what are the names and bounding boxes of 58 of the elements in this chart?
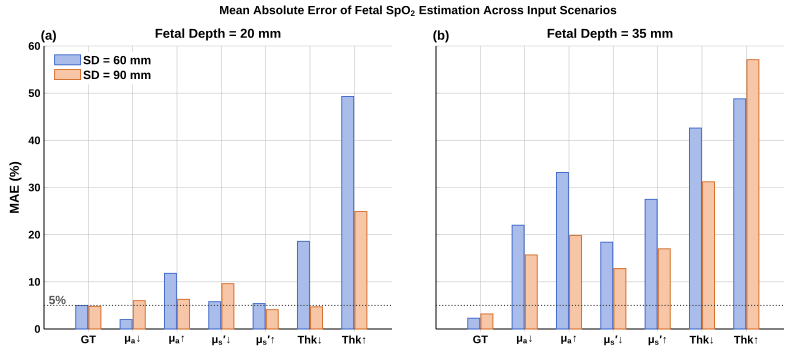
chart-subtitle: Fetal Depth = 35 mm — [548, 28, 672, 40]
chart-subtitle: Fetal Depth = 20 mm — [156, 28, 280, 40]
x-tick-label: Thk↓ — [298, 336, 322, 344]
bar — [266, 309, 279, 330]
bar — [688, 128, 702, 330]
y-tick-label: 10 — [28, 278, 40, 286]
bar — [600, 242, 614, 330]
legend-label: SD = 60 mm — [83, 56, 150, 64]
bar — [733, 98, 746, 330]
bar — [644, 198, 658, 330]
bar — [569, 235, 582, 330]
bar — [354, 211, 368, 330]
y-tick-label: 60 — [28, 42, 40, 50]
bar — [480, 313, 494, 330]
bar — [164, 272, 177, 330]
x-tick-label: μ$_{a}$↑ — [169, 336, 184, 344]
bar — [746, 59, 760, 330]
y-tick-label: 0 — [34, 325, 40, 333]
bar — [613, 268, 626, 330]
bar — [177, 298, 190, 330]
bar — [221, 283, 234, 330]
x-tick-label: μ$_{a}$↑ — [561, 336, 576, 344]
bar — [252, 303, 266, 330]
bar — [512, 224, 525, 330]
text: (a) — [41, 30, 56, 42]
bar — [467, 318, 480, 330]
y-tick-label: 40 — [28, 136, 40, 144]
x-tick-label: Thk↑ — [734, 336, 758, 344]
bar — [702, 181, 716, 330]
x-tick-label: μ$_{a}$↓ — [124, 336, 140, 344]
text: (b) — [433, 30, 449, 42]
bar — [208, 301, 222, 330]
bar — [296, 240, 310, 330]
x-tick-label: μ$_{s}$′↓ — [212, 336, 230, 346]
bar — [75, 304, 88, 330]
x-tick-label: GT — [81, 336, 96, 344]
bar — [341, 96, 354, 330]
x-tick-label: μ$_{s}$′↓ — [604, 336, 622, 346]
y-tick-label: 20 — [28, 230, 40, 239]
bar — [132, 300, 146, 330]
x-tick-label: μ$_{s}$′↑ — [648, 336, 666, 346]
legend-label: SD = 90 mm — [83, 70, 150, 80]
bar — [120, 319, 133, 330]
y-axis-title: MAE (%) — [9, 162, 22, 213]
bar — [88, 306, 102, 330]
ref-line-label: 5% — [49, 296, 66, 304]
y-tick-label: 50 — [28, 89, 40, 98]
bar — [524, 254, 538, 330]
bar — [556, 172, 569, 330]
x-tick-label: μ$_{a}$↓ — [516, 336, 532, 344]
bar — [658, 248, 671, 330]
y-tick-label: 30 — [28, 184, 40, 192]
text: Mean Absolute Error of Fetal SpO$_{2}$ Estimation Across Input Scenarios — [220, 6, 616, 17]
bar — [310, 306, 324, 330]
x-tick-label: Thk↓ — [690, 336, 714, 344]
x-tick-label: μ$_{s}$′↑ — [256, 336, 274, 346]
x-tick-label: Thk↑ — [342, 336, 366, 344]
x-tick-label: GT — [473, 336, 488, 344]
